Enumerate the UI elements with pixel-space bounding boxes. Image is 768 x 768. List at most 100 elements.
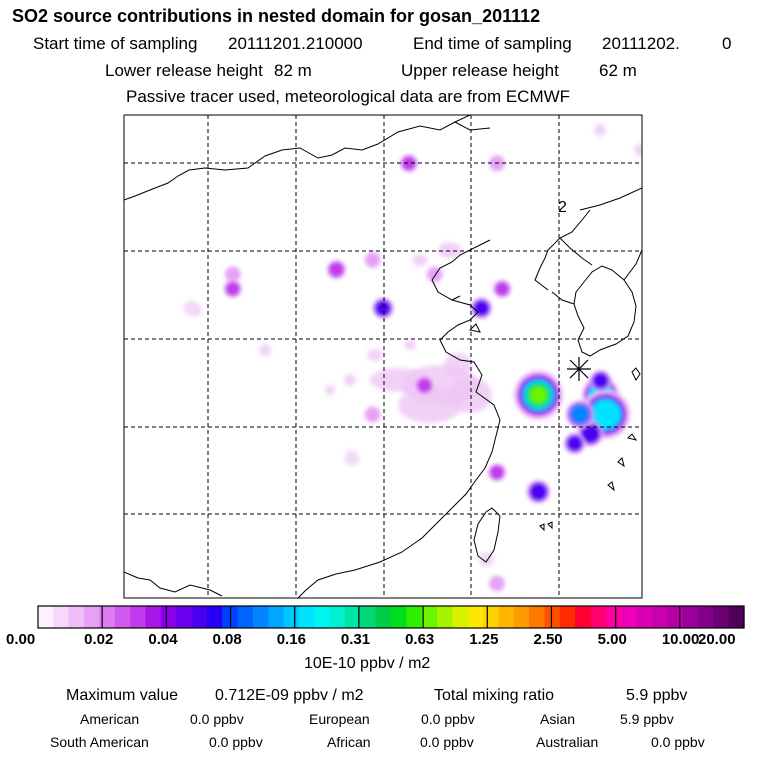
colorbar-swatch bbox=[621, 606, 638, 628]
hotspot-ring bbox=[566, 435, 583, 452]
colorbar-tick-label: 0.00 bbox=[6, 631, 36, 648]
hotspot bbox=[372, 297, 394, 319]
hotspot bbox=[364, 406, 381, 423]
hotspot-ring bbox=[494, 281, 510, 297]
plume-patch bbox=[404, 340, 416, 350]
total-mixing-value: 5.9 ppbv bbox=[626, 687, 688, 704]
colorbar-tick-label: 0.31 bbox=[340, 631, 371, 648]
colorbar-tick-label: 0.04 bbox=[148, 631, 178, 648]
hotspot-layer bbox=[183, 154, 631, 592]
region-name-european: European bbox=[309, 711, 370, 727]
lower-height-label: Lower release height bbox=[105, 61, 263, 80]
colorbar-swatch bbox=[682, 606, 699, 628]
plume-patch bbox=[398, 387, 462, 423]
page-title: SO2 source contributions in nested domai… bbox=[12, 6, 541, 26]
hotspot bbox=[415, 376, 434, 395]
start-time-label: Start time of sampling bbox=[33, 34, 198, 53]
plume-patch bbox=[594, 124, 606, 136]
hotspot-ring bbox=[344, 450, 360, 466]
colorbar-unit: 10E-10 ppbv / m2 bbox=[304, 655, 431, 672]
coastlines bbox=[124, 115, 642, 598]
map-area: 2 bbox=[124, 115, 642, 598]
plume-patch bbox=[444, 353, 472, 377]
plume-patch bbox=[438, 242, 462, 258]
colorbar-swatch bbox=[406, 606, 423, 628]
colorbar-swatch bbox=[421, 606, 438, 628]
end-time-extra: 0 bbox=[722, 34, 732, 53]
hotspot bbox=[589, 370, 612, 392]
colorbar-swatch bbox=[38, 606, 54, 628]
upper-height-label: Upper release height bbox=[401, 61, 559, 80]
hotspot bbox=[526, 479, 551, 504]
hotspot bbox=[488, 463, 506, 482]
region-name-south-american: South American bbox=[50, 734, 149, 750]
hotspot-ring bbox=[479, 551, 495, 567]
hotspot-ring bbox=[401, 155, 417, 171]
map-frame bbox=[123, 114, 643, 599]
colorbar-swatch bbox=[252, 606, 269, 628]
colorbar-swatch bbox=[344, 606, 361, 628]
colorbar-swatch bbox=[590, 606, 607, 628]
end-time-label: End time of sampling bbox=[413, 34, 572, 53]
colorbar-swatch bbox=[575, 606, 592, 628]
hotspot bbox=[400, 154, 418, 173]
colorbar-swatch bbox=[114, 606, 131, 628]
colorbar-swatch bbox=[298, 606, 315, 628]
colorbar-tick-label: 0.08 bbox=[212, 631, 242, 648]
colorbar-swatch bbox=[68, 606, 85, 628]
hotspot-ring bbox=[591, 399, 621, 430]
start-time-value: 20111201.210000 bbox=[228, 34, 363, 53]
hotspot-ring bbox=[529, 482, 548, 501]
region-name-australian: Australian bbox=[536, 734, 599, 750]
hotspot bbox=[183, 300, 199, 316]
plume-layer bbox=[189, 124, 642, 423]
colorbar-swatch bbox=[452, 606, 469, 628]
hotspot-ring bbox=[328, 261, 345, 278]
plume-patch bbox=[344, 374, 356, 386]
colorbar-swatch bbox=[84, 606, 100, 628]
region-value-asian: 5.9 ppbv bbox=[620, 711, 674, 727]
colorbar-tick-label: 0.16 bbox=[276, 631, 306, 648]
colorbar-swatch bbox=[728, 606, 745, 628]
plume-patch bbox=[412, 254, 428, 266]
hotspot-ring bbox=[529, 386, 547, 404]
hotspot bbox=[364, 251, 381, 269]
colorbar-swatch bbox=[483, 606, 500, 628]
colorbar-swatch bbox=[237, 606, 254, 628]
hotspot bbox=[488, 575, 506, 592]
map-annotation: 2 bbox=[558, 199, 567, 216]
colorbar-ticks bbox=[101, 606, 681, 628]
colorbar-tick-label: 0.63 bbox=[405, 631, 435, 648]
colorbar-tick-label: 2.50 bbox=[533, 631, 563, 648]
hotspot bbox=[223, 280, 242, 298]
plume-patch bbox=[448, 377, 492, 413]
colorbar-swatch bbox=[130, 606, 147, 628]
hotspot-ring bbox=[225, 281, 241, 297]
colorbar-swatch bbox=[160, 606, 177, 628]
colorbar-swatch bbox=[513, 606, 530, 628]
colorbar-swatch bbox=[667, 606, 684, 628]
upper-height-value: 62 m bbox=[599, 61, 637, 80]
colorbar-swatch bbox=[53, 606, 70, 628]
hotspot-ring bbox=[580, 423, 601, 444]
colorbar-swatch bbox=[99, 606, 116, 628]
region-value-european: 0.0 ppbv bbox=[421, 711, 475, 727]
colorbar-swatch bbox=[437, 606, 453, 628]
plume-patch bbox=[634, 144, 642, 156]
colorbar-swatch bbox=[145, 606, 162, 628]
lower-height-value: 82 m bbox=[274, 61, 312, 80]
colorbar-swatch bbox=[529, 606, 546, 628]
colorbar-frame bbox=[37, 605, 745, 629]
hotspot-ring bbox=[427, 266, 443, 283]
hotspot bbox=[564, 432, 586, 455]
hotspot-ring bbox=[489, 575, 505, 592]
region-name-african: African bbox=[327, 734, 371, 750]
plume-patch bbox=[259, 344, 271, 356]
colorbar-swatch bbox=[375, 606, 392, 628]
end-time-value: 20111202. bbox=[602, 34, 680, 53]
colorbar-swatch bbox=[176, 606, 193, 628]
colorbar-swatch bbox=[697, 606, 714, 628]
colorbar bbox=[38, 606, 745, 628]
hotspot-ring bbox=[183, 300, 199, 316]
